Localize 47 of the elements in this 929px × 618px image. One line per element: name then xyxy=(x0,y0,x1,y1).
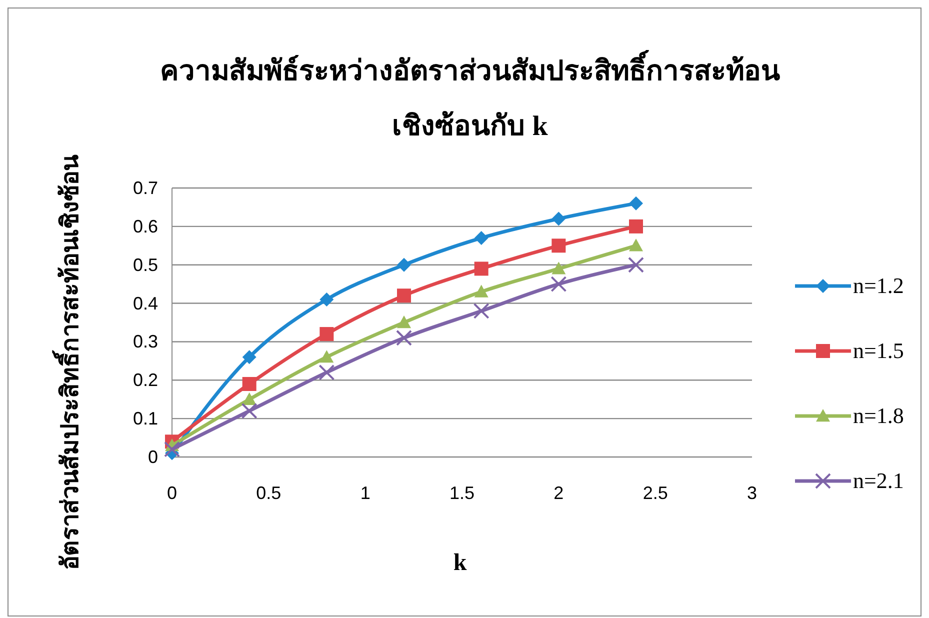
point xyxy=(629,196,643,210)
point xyxy=(320,292,334,306)
point xyxy=(474,284,488,298)
point xyxy=(396,330,412,346)
point xyxy=(552,262,566,274)
y-tick-label: 0.1 xyxy=(132,408,158,429)
point xyxy=(474,262,488,276)
point xyxy=(397,316,411,328)
point xyxy=(397,258,411,272)
chart-title: ความสัมพัธ์ระหว่างอัตราส่วนสัมประสิทธิ์การสะท้อน เชิงซ้อนกับ k xyxy=(160,50,780,142)
point xyxy=(552,212,566,226)
point xyxy=(241,402,258,419)
legend-label: n=2.1 xyxy=(853,468,904,493)
x-tick-label: 1.5 xyxy=(449,483,475,503)
point xyxy=(318,364,335,380)
y-tick-label: 0.6 xyxy=(132,216,158,236)
x-tick-label: 1 xyxy=(360,483,370,503)
y-tick-label: 0.3 xyxy=(132,332,158,352)
point xyxy=(473,302,490,319)
point xyxy=(320,327,334,342)
point xyxy=(628,256,644,273)
y-tick-label: 0.2 xyxy=(132,370,158,390)
y-tick-label: 0.4 xyxy=(132,293,158,314)
point xyxy=(242,350,256,364)
x-axis-title: k xyxy=(453,550,468,576)
y-tick-label: 0.7 xyxy=(132,178,158,198)
point xyxy=(474,230,488,245)
x-tick-label: 3 xyxy=(746,483,758,503)
x-tick-label: 0 xyxy=(166,483,178,503)
point xyxy=(629,219,643,234)
x-tick-label: 2 xyxy=(554,483,564,503)
point xyxy=(397,288,411,303)
point xyxy=(320,350,334,363)
point xyxy=(242,392,256,405)
x-tick-label: 0.5 xyxy=(256,483,282,503)
y-axis-title: อัตราส่วนสัมประสิทธิ์การสะท้อนเชิงซ้อน xyxy=(52,154,84,570)
point xyxy=(164,441,180,458)
point xyxy=(242,376,256,391)
point xyxy=(552,238,566,253)
point xyxy=(629,238,643,252)
point xyxy=(550,276,567,292)
legend-label: n=1.5 xyxy=(853,338,904,363)
x-tick-label: 2.5 xyxy=(642,483,668,503)
legend-label: n=1.2 xyxy=(853,273,904,298)
y-tick-label: 0.5 xyxy=(132,254,158,275)
legend-label: n=1.8 xyxy=(853,403,904,428)
y-tick-label: 0 xyxy=(148,447,158,467)
